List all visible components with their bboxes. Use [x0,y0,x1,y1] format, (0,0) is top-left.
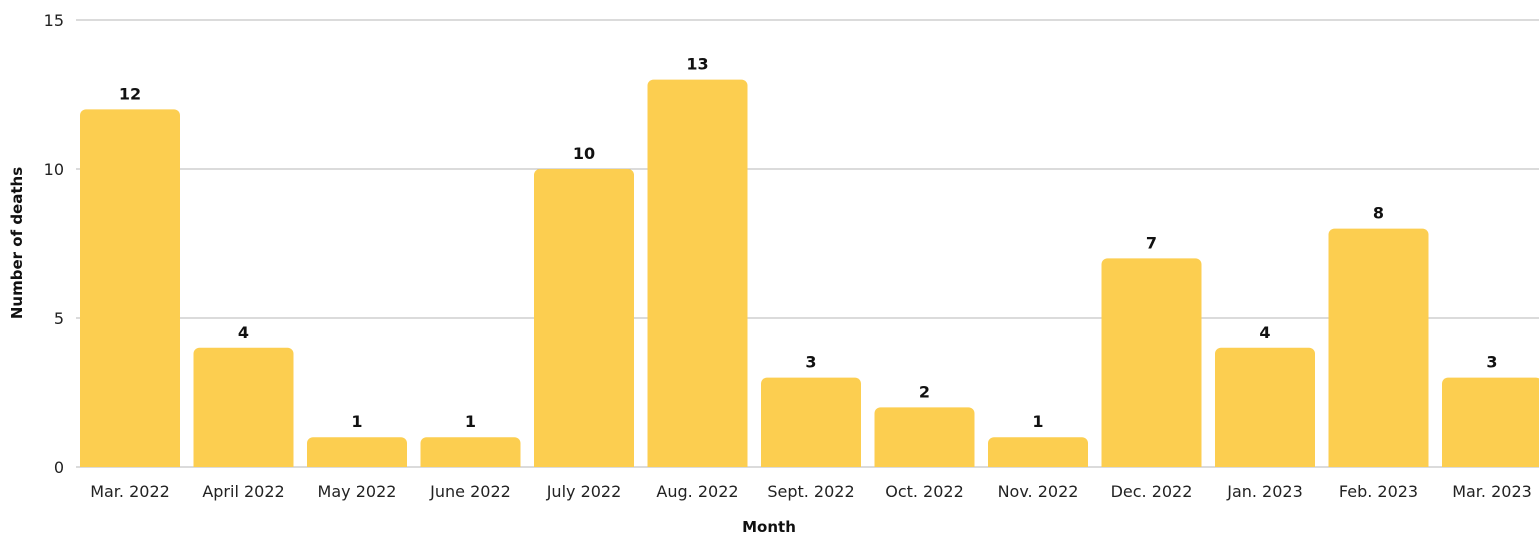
data-label: 8 [1373,204,1384,223]
bars [80,79,1539,468]
data-label: 1 [351,412,362,431]
x-tick-label: Aug. 2022 [656,482,738,501]
data-label: 13 [686,55,708,74]
bar-base [193,459,294,467]
x-tick-label: July 2022 [546,482,622,501]
y-tick-label: 15 [44,11,64,30]
x-tick-label: Mar. 2022 [90,482,170,501]
bar-base [1442,459,1539,467]
data-label: 1 [1032,412,1043,431]
bar-base [534,459,634,467]
bar-base [1328,459,1429,467]
bar-base [1101,459,1202,467]
bar-base [1215,459,1315,467]
x-tick-label: Sept. 2022 [767,482,854,501]
y-tick-label: 5 [54,309,64,328]
y-tick-label: 0 [54,458,64,477]
data-label: 4 [1259,323,1270,342]
data-label: 3 [805,353,816,372]
x-tick-label: June 2022 [429,482,511,501]
x-tick-label: Nov. 2022 [998,482,1079,501]
bar-base [307,459,407,467]
x-tick-label: Feb. 2023 [1339,482,1418,501]
bar [761,377,861,467]
y-axis-title: Number of deaths [8,167,26,319]
bar [1442,377,1539,467]
bar [874,407,975,467]
data-label: 7 [1146,233,1157,252]
x-tick-label: April 2022 [202,482,284,501]
x-tick-label: Dec. 2022 [1111,482,1193,501]
x-tick-label: Jan. 2023 [1226,482,1303,501]
bar [647,79,748,467]
data-label: 1 [465,412,476,431]
x-axis-ticks: Mar. 2022 April 2022 May 2022 June 2022 July… [90,482,1532,501]
bar-base [647,459,748,467]
x-tick-label: Oct. 2022 [885,482,964,501]
y-axis-ticks: 0 5 10 15 [44,11,64,477]
bar [534,169,634,467]
bar-base [988,459,1088,467]
data-label: 10 [573,144,595,163]
data-label: 12 [119,84,141,103]
x-tick-label: Mar. 2023 [1452,482,1532,501]
bar-base [80,459,180,467]
bar [1328,228,1429,467]
bar [80,109,180,468]
bar-base [761,459,861,467]
bar-base [874,459,975,467]
data-labels: 12 4 1 1 10 13 3 2 1 7 4 8 3 [119,55,1498,432]
y-tick-label: 10 [44,160,64,179]
bar [193,347,294,467]
bar [1101,258,1202,467]
bar-base [420,459,521,467]
data-label: 3 [1486,353,1497,372]
x-tick-label: May 2022 [318,482,397,501]
x-axis-title: Month [742,518,796,536]
data-label: 2 [919,382,930,401]
data-label: 4 [238,323,249,342]
bar [1215,347,1315,467]
